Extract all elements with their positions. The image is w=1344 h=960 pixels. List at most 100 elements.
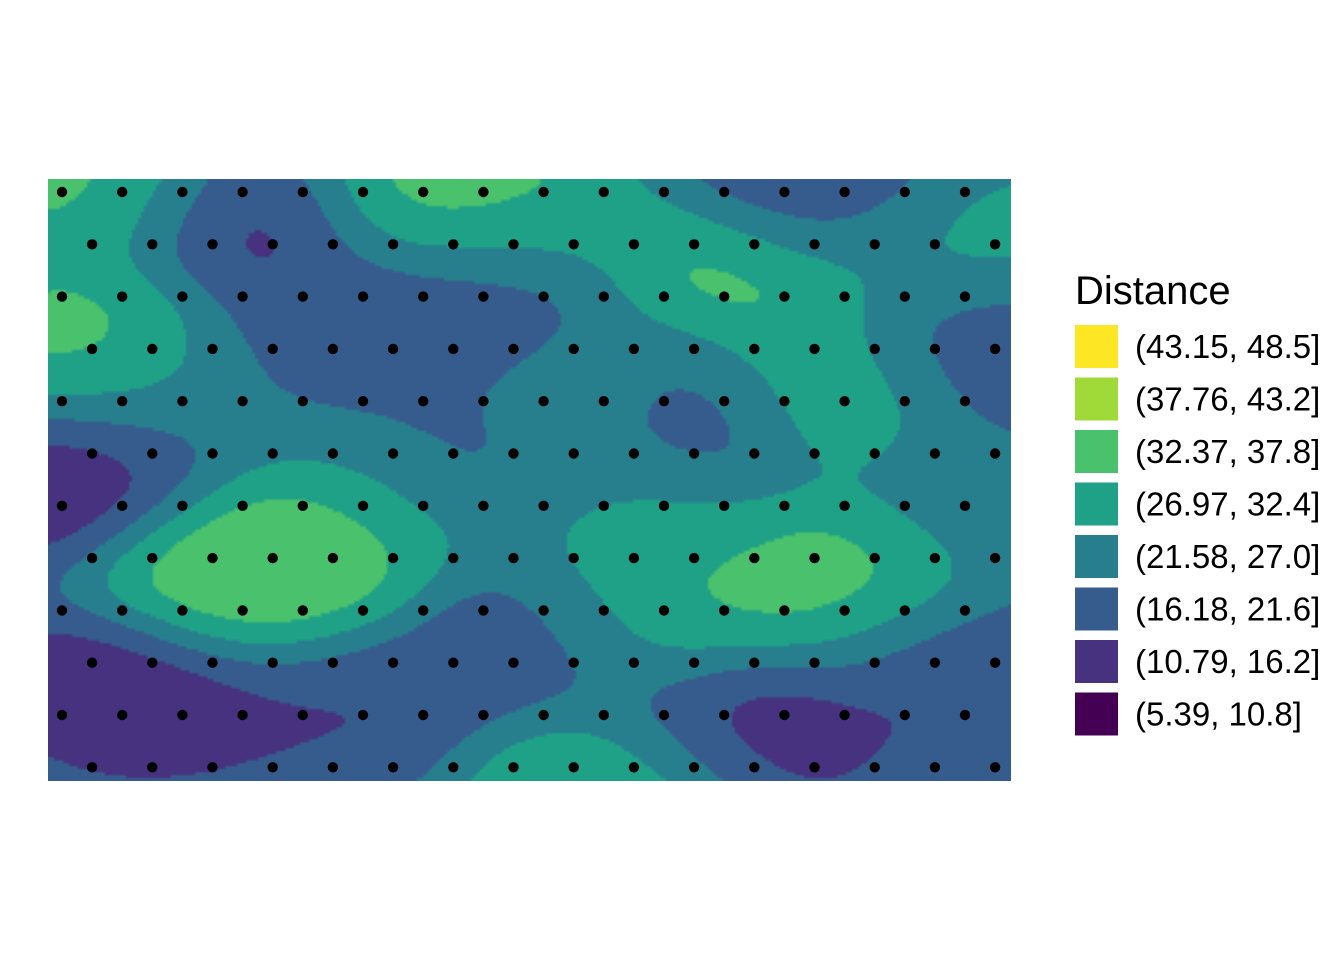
- sample-point: [688, 239, 700, 250]
- sample-point: [147, 552, 158, 564]
- sample-point: [508, 552, 519, 564]
- sample-point: [538, 396, 549, 407]
- sample-point: [749, 657, 760, 668]
- sample-point: [56, 396, 68, 407]
- sample-point: [839, 709, 850, 721]
- sample-point: [177, 709, 188, 721]
- sample-point: [719, 500, 730, 511]
- legend-label: (16.18, 21.6]: [1135, 591, 1320, 628]
- sample-point: [598, 605, 609, 616]
- sample-point: [56, 605, 68, 616]
- sample-point: [387, 762, 399, 773]
- sample-point: [809, 657, 820, 668]
- sample-point: [237, 186, 248, 198]
- sample-point: [478, 186, 489, 198]
- sample-point: [86, 448, 98, 459]
- sample-point: [719, 396, 730, 407]
- sample-point: [719, 709, 730, 721]
- sample-point: [147, 239, 158, 250]
- sample-point: [658, 500, 670, 511]
- legend-swatch: [1075, 482, 1118, 526]
- sample-point: [598, 709, 609, 721]
- sample-point: [147, 657, 158, 668]
- sample-point: [538, 605, 549, 616]
- sample-point: [899, 291, 910, 302]
- sample-point: [899, 605, 910, 616]
- sample-point: [86, 762, 98, 773]
- sample-point: [56, 709, 68, 721]
- sample-point: [929, 762, 941, 773]
- sample-point: [448, 762, 459, 773]
- sample-point: [117, 605, 128, 616]
- sample-point: [989, 657, 1001, 668]
- sample-points: [56, 186, 1001, 773]
- sample-point: [598, 500, 609, 511]
- sample-point: [297, 500, 308, 511]
- sample-point: [839, 291, 850, 302]
- sample-point: [538, 186, 549, 198]
- legend-label: (43.15, 48.5]: [1135, 328, 1320, 365]
- sample-point: [86, 239, 98, 250]
- legend-swatch: [1075, 535, 1118, 578]
- sample-point: [448, 657, 459, 668]
- sample-point: [327, 448, 339, 459]
- sample-point: [598, 291, 609, 302]
- sample-point: [207, 657, 218, 668]
- sample-point: [147, 762, 158, 773]
- sample-point: [387, 657, 399, 668]
- sample-point: [929, 657, 941, 668]
- sample-point: [117, 500, 128, 511]
- sample-point: [779, 396, 790, 407]
- sample-point: [327, 343, 339, 355]
- legend-swatch: [1075, 692, 1118, 736]
- sample-point: [959, 605, 971, 616]
- sample-point: [478, 709, 489, 721]
- sample-point: [929, 448, 941, 459]
- sample-point: [779, 291, 790, 302]
- sample-point: [387, 552, 399, 564]
- sample-point: [989, 343, 1001, 355]
- sample-point: [327, 552, 339, 564]
- sample-point: [658, 186, 670, 198]
- sample-point: [809, 552, 820, 564]
- sample-point: [598, 186, 609, 198]
- sample-point: [719, 186, 730, 198]
- sample-point: [237, 605, 248, 616]
- sample-point: [899, 186, 910, 198]
- sample-point: [749, 448, 760, 459]
- sample-point: [237, 396, 248, 407]
- sample-point: [177, 186, 188, 198]
- sample-point: [327, 762, 339, 773]
- sample-point: [177, 396, 188, 407]
- sample-point: [478, 291, 489, 302]
- sample-point: [959, 291, 971, 302]
- sample-point: [56, 500, 68, 511]
- sample-point: [628, 239, 640, 250]
- sample-point: [779, 605, 790, 616]
- sample-point: [147, 448, 158, 459]
- sample-point: [568, 552, 579, 564]
- sample-point: [899, 396, 910, 407]
- sample-point: [749, 552, 760, 564]
- sample-point: [929, 552, 941, 564]
- sample-point: [839, 605, 850, 616]
- sample-point: [357, 186, 369, 198]
- sample-point: [688, 448, 700, 459]
- sample-point: [177, 500, 188, 511]
- sample-point: [448, 448, 459, 459]
- sample-point: [237, 291, 248, 302]
- sample-point: [989, 552, 1001, 564]
- sample-point: [267, 239, 278, 250]
- sample-point: [387, 239, 399, 250]
- sample-point: [929, 343, 941, 355]
- sample-point: [267, 657, 278, 668]
- legend-swatch: [1075, 325, 1118, 368]
- sample-point: [86, 657, 98, 668]
- sample-point: [959, 186, 971, 198]
- sample-point: [478, 396, 489, 407]
- sample-point: [267, 552, 278, 564]
- sample-point: [658, 396, 670, 407]
- sample-point: [658, 605, 670, 616]
- legend-items: (43.15, 48.5] (37.76, 43.2] (32.37, 37.8] (…: [1075, 325, 1320, 736]
- sample-point: [448, 343, 459, 355]
